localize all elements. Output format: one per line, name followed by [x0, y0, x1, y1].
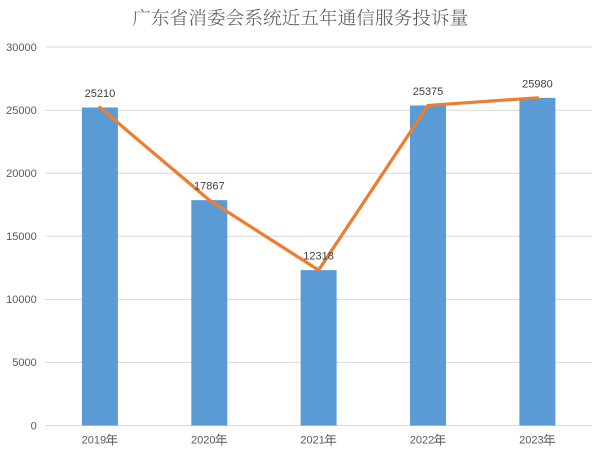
svg-text:25000: 25000	[6, 105, 37, 117]
svg-text:30000: 30000	[6, 42, 37, 54]
svg-text:2020: 2020	[191, 435, 215, 447]
svg-text:17867: 17867	[194, 181, 225, 193]
svg-text:2023: 2023	[519, 435, 543, 447]
svg-text:2022: 2022	[410, 435, 434, 447]
svg-text:0: 0	[31, 420, 37, 432]
svg-text:2019: 2019	[82, 435, 106, 447]
svg-text:25375: 25375	[413, 86, 444, 98]
svg-text:20000: 20000	[6, 168, 37, 180]
svg-text:10000: 10000	[6, 294, 37, 306]
svg-text:2021: 2021	[300, 435, 324, 447]
svg-text:15000: 15000	[6, 231, 37, 243]
svg-text:25210: 25210	[85, 88, 116, 100]
svg-text:12318: 12318	[303, 251, 334, 263]
svg-text:5000: 5000	[12, 357, 36, 369]
svg-text:25980: 25980	[522, 78, 553, 90]
